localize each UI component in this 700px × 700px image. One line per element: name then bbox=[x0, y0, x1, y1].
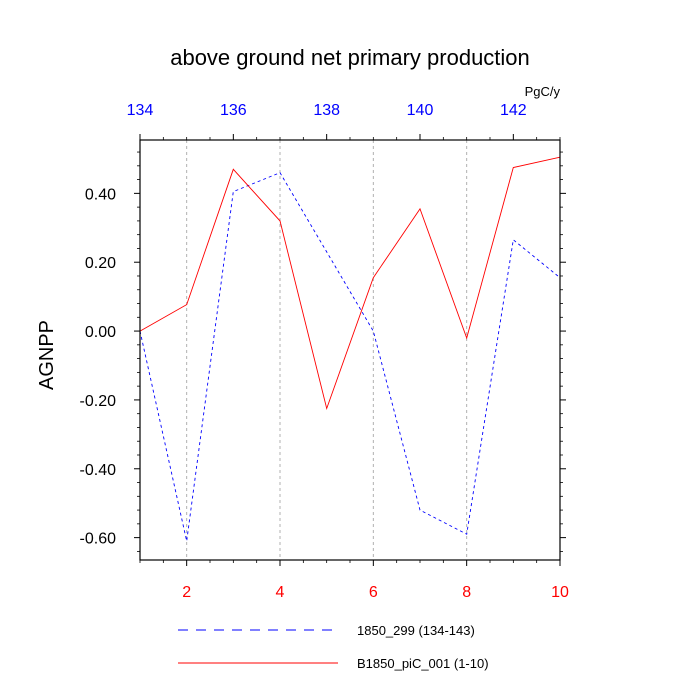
chart-title: above ground net primary production bbox=[170, 45, 530, 70]
y-tick-label: -0.60 bbox=[80, 531, 117, 548]
series-line bbox=[139, 156, 561, 411]
x-tick-label-bottom: 4 bbox=[276, 584, 285, 601]
x-tick-label-top: 136 bbox=[220, 102, 247, 119]
legend: 1850_299 (134-143) B1850_piC_001 (1-10) bbox=[178, 623, 489, 671]
x-tick-label-bottom: 6 bbox=[369, 584, 378, 601]
axis-ticks bbox=[134, 134, 566, 566]
x-tick-label-top: 134 bbox=[127, 102, 154, 119]
x-tick-label-top: 140 bbox=[407, 102, 434, 119]
grid-lines bbox=[186, 140, 468, 560]
y-tick-label: 0.40 bbox=[85, 186, 116, 203]
y-tick-label: 0.00 bbox=[85, 324, 116, 341]
y-tick-label: -0.40 bbox=[80, 462, 117, 479]
x-tick-label-bottom: 8 bbox=[462, 584, 471, 601]
tick-labels: -0.60 -0.40 -0.20 0.00 0.20 0.40 2 4 6 8 10 134 136 1… bbox=[80, 102, 569, 601]
series-lines bbox=[139, 156, 561, 542]
legend-label: 1850_299 (134-143) bbox=[357, 623, 475, 638]
y-tick-label: 0.20 bbox=[85, 255, 116, 272]
y-tick-label: -0.20 bbox=[80, 393, 117, 410]
x-tick-label-bottom: 10 bbox=[551, 584, 569, 601]
series-line bbox=[139, 172, 561, 542]
legend-label: B1850_piC_001 (1-10) bbox=[357, 656, 489, 671]
x-tick-label-bottom: 2 bbox=[182, 584, 191, 601]
x-tick-label-top: 142 bbox=[500, 102, 527, 119]
plot-frame bbox=[139, 139, 561, 561]
y-axis-label: AGNPP bbox=[36, 320, 58, 390]
x-tick-label-top: 138 bbox=[313, 102, 340, 119]
top-axis-units: PgC/y bbox=[525, 84, 561, 99]
